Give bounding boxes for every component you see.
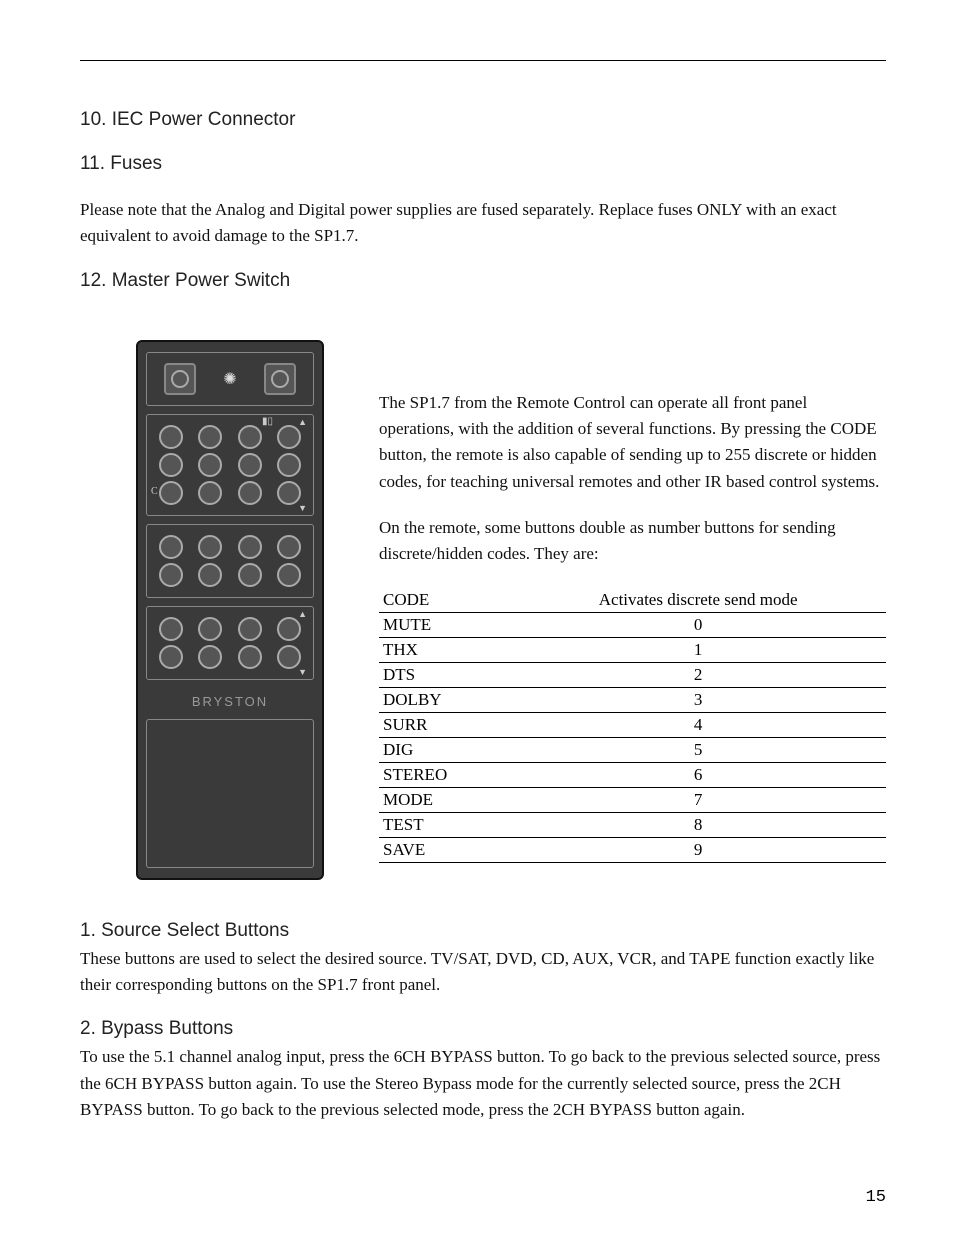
code-label: SAVE bbox=[379, 837, 510, 862]
light-icon: ✺ bbox=[223, 369, 236, 389]
code-label: DOLBY bbox=[379, 687, 510, 712]
page-number: 15 bbox=[866, 1188, 886, 1207]
remote-description-column: The SP1.7 from the Remote Control can op… bbox=[379, 340, 886, 863]
remote-button bbox=[198, 563, 222, 587]
remote-brand-label: BRYSTON bbox=[146, 688, 314, 711]
remote-button bbox=[198, 453, 222, 477]
code-table-row: SAVE9 bbox=[379, 837, 886, 862]
remote-button bbox=[238, 617, 262, 641]
remote-button bbox=[277, 425, 301, 449]
code-table-row: MODE7 bbox=[379, 787, 886, 812]
code-table-row: THX1 bbox=[379, 637, 886, 662]
code-label: MODE bbox=[379, 787, 510, 812]
remote-button bbox=[277, 481, 301, 505]
code-value: 0 bbox=[510, 612, 886, 637]
remote-intro-p1: The SP1.7 from the Remote Control can op… bbox=[379, 390, 886, 495]
remote-intro-p2: On the remote, some buttons double as nu… bbox=[379, 515, 886, 568]
code-value: 3 bbox=[510, 687, 886, 712]
remote-control: ✺ ▮▯ bbox=[136, 340, 324, 880]
code-label: STEREO bbox=[379, 762, 510, 787]
remote-button bbox=[238, 645, 262, 669]
remote-button bbox=[159, 535, 183, 559]
code-table-header-value: Activates discrete send mode bbox=[510, 588, 886, 613]
remote-button bbox=[198, 425, 222, 449]
code-value: 5 bbox=[510, 737, 886, 762]
code-table-header-row: CODE Activates discrete send mode bbox=[379, 588, 886, 613]
heading-fuses: 11. Fuses bbox=[80, 153, 886, 175]
code-value: 2 bbox=[510, 662, 886, 687]
c-label: C bbox=[151, 486, 158, 497]
remote-button bbox=[277, 617, 301, 641]
fuses-body: Please note that the Analog and Digital … bbox=[80, 197, 886, 250]
remote-button bbox=[198, 617, 222, 641]
code-value: 1 bbox=[510, 637, 886, 662]
code-label: DTS bbox=[379, 662, 510, 687]
remote-button bbox=[159, 617, 183, 641]
code-label: DIG bbox=[379, 737, 510, 762]
remote-button bbox=[238, 481, 262, 505]
heading-iec-power: 10. IEC Power Connector bbox=[80, 109, 886, 131]
remote-button bbox=[164, 363, 196, 395]
remote-button bbox=[159, 645, 183, 669]
heading-source-select: 1. Source Select Buttons bbox=[80, 920, 886, 942]
remote-button bbox=[238, 535, 262, 559]
remote-button bbox=[198, 481, 222, 505]
code-table-row: TEST8 bbox=[379, 812, 886, 837]
remote-button bbox=[159, 425, 183, 449]
remote-button bbox=[159, 453, 183, 477]
top-rule bbox=[80, 60, 886, 61]
heading-bypass: 2. Bypass Buttons bbox=[80, 1018, 886, 1040]
bypass-body: To use the 5.1 channel analog input, pre… bbox=[80, 1044, 886, 1123]
code-table-row: MUTE0 bbox=[379, 612, 886, 637]
code-value: 4 bbox=[510, 712, 886, 737]
code-table-row: DOLBY3 bbox=[379, 687, 886, 712]
remote-button bbox=[277, 563, 301, 587]
remote-button bbox=[159, 563, 183, 587]
remote-panel-nav2 bbox=[146, 606, 314, 680]
code-value: 6 bbox=[510, 762, 886, 787]
remote-button bbox=[159, 481, 183, 505]
code-table-row: STEREO6 bbox=[379, 762, 886, 787]
remote-button bbox=[238, 563, 262, 587]
code-value: 9 bbox=[510, 837, 886, 862]
remote-button bbox=[238, 425, 262, 449]
code-table-header-label: CODE bbox=[379, 588, 510, 613]
heading-master-power: 12. Master Power Switch bbox=[80, 270, 886, 292]
remote-button bbox=[198, 645, 222, 669]
code-table-row: SURR4 bbox=[379, 712, 886, 737]
code-table: CODE Activates discrete send mode MUTE0T… bbox=[379, 588, 886, 863]
remote-panel-nav1: ▮▯ C bbox=[146, 414, 314, 516]
remote-button bbox=[238, 453, 262, 477]
remote-button bbox=[277, 453, 301, 477]
remote-button bbox=[264, 363, 296, 395]
remote-panel-mid bbox=[146, 524, 314, 598]
remote-panel-blank bbox=[146, 719, 314, 868]
source-select-body: These buttons are used to select the des… bbox=[80, 946, 886, 999]
remote-button bbox=[277, 645, 301, 669]
code-label: TEST bbox=[379, 812, 510, 837]
remote-and-text-row: ✺ ▮▯ bbox=[80, 340, 886, 880]
code-label: SURR bbox=[379, 712, 510, 737]
dolby-icon: ▮▯ bbox=[262, 416, 273, 427]
page: 10. IEC Power Connector 11. Fuses Please… bbox=[0, 0, 954, 1183]
code-table-row: DIG5 bbox=[379, 737, 886, 762]
code-label: MUTE bbox=[379, 612, 510, 637]
code-table-row: DTS2 bbox=[379, 662, 886, 687]
code-value: 7 bbox=[510, 787, 886, 812]
remote-button bbox=[198, 535, 222, 559]
remote-panel-top: ✺ bbox=[146, 352, 314, 406]
remote-button bbox=[277, 535, 301, 559]
remote-column: ✺ ▮▯ bbox=[80, 340, 324, 880]
code-label: THX bbox=[379, 637, 510, 662]
code-value: 8 bbox=[510, 812, 886, 837]
